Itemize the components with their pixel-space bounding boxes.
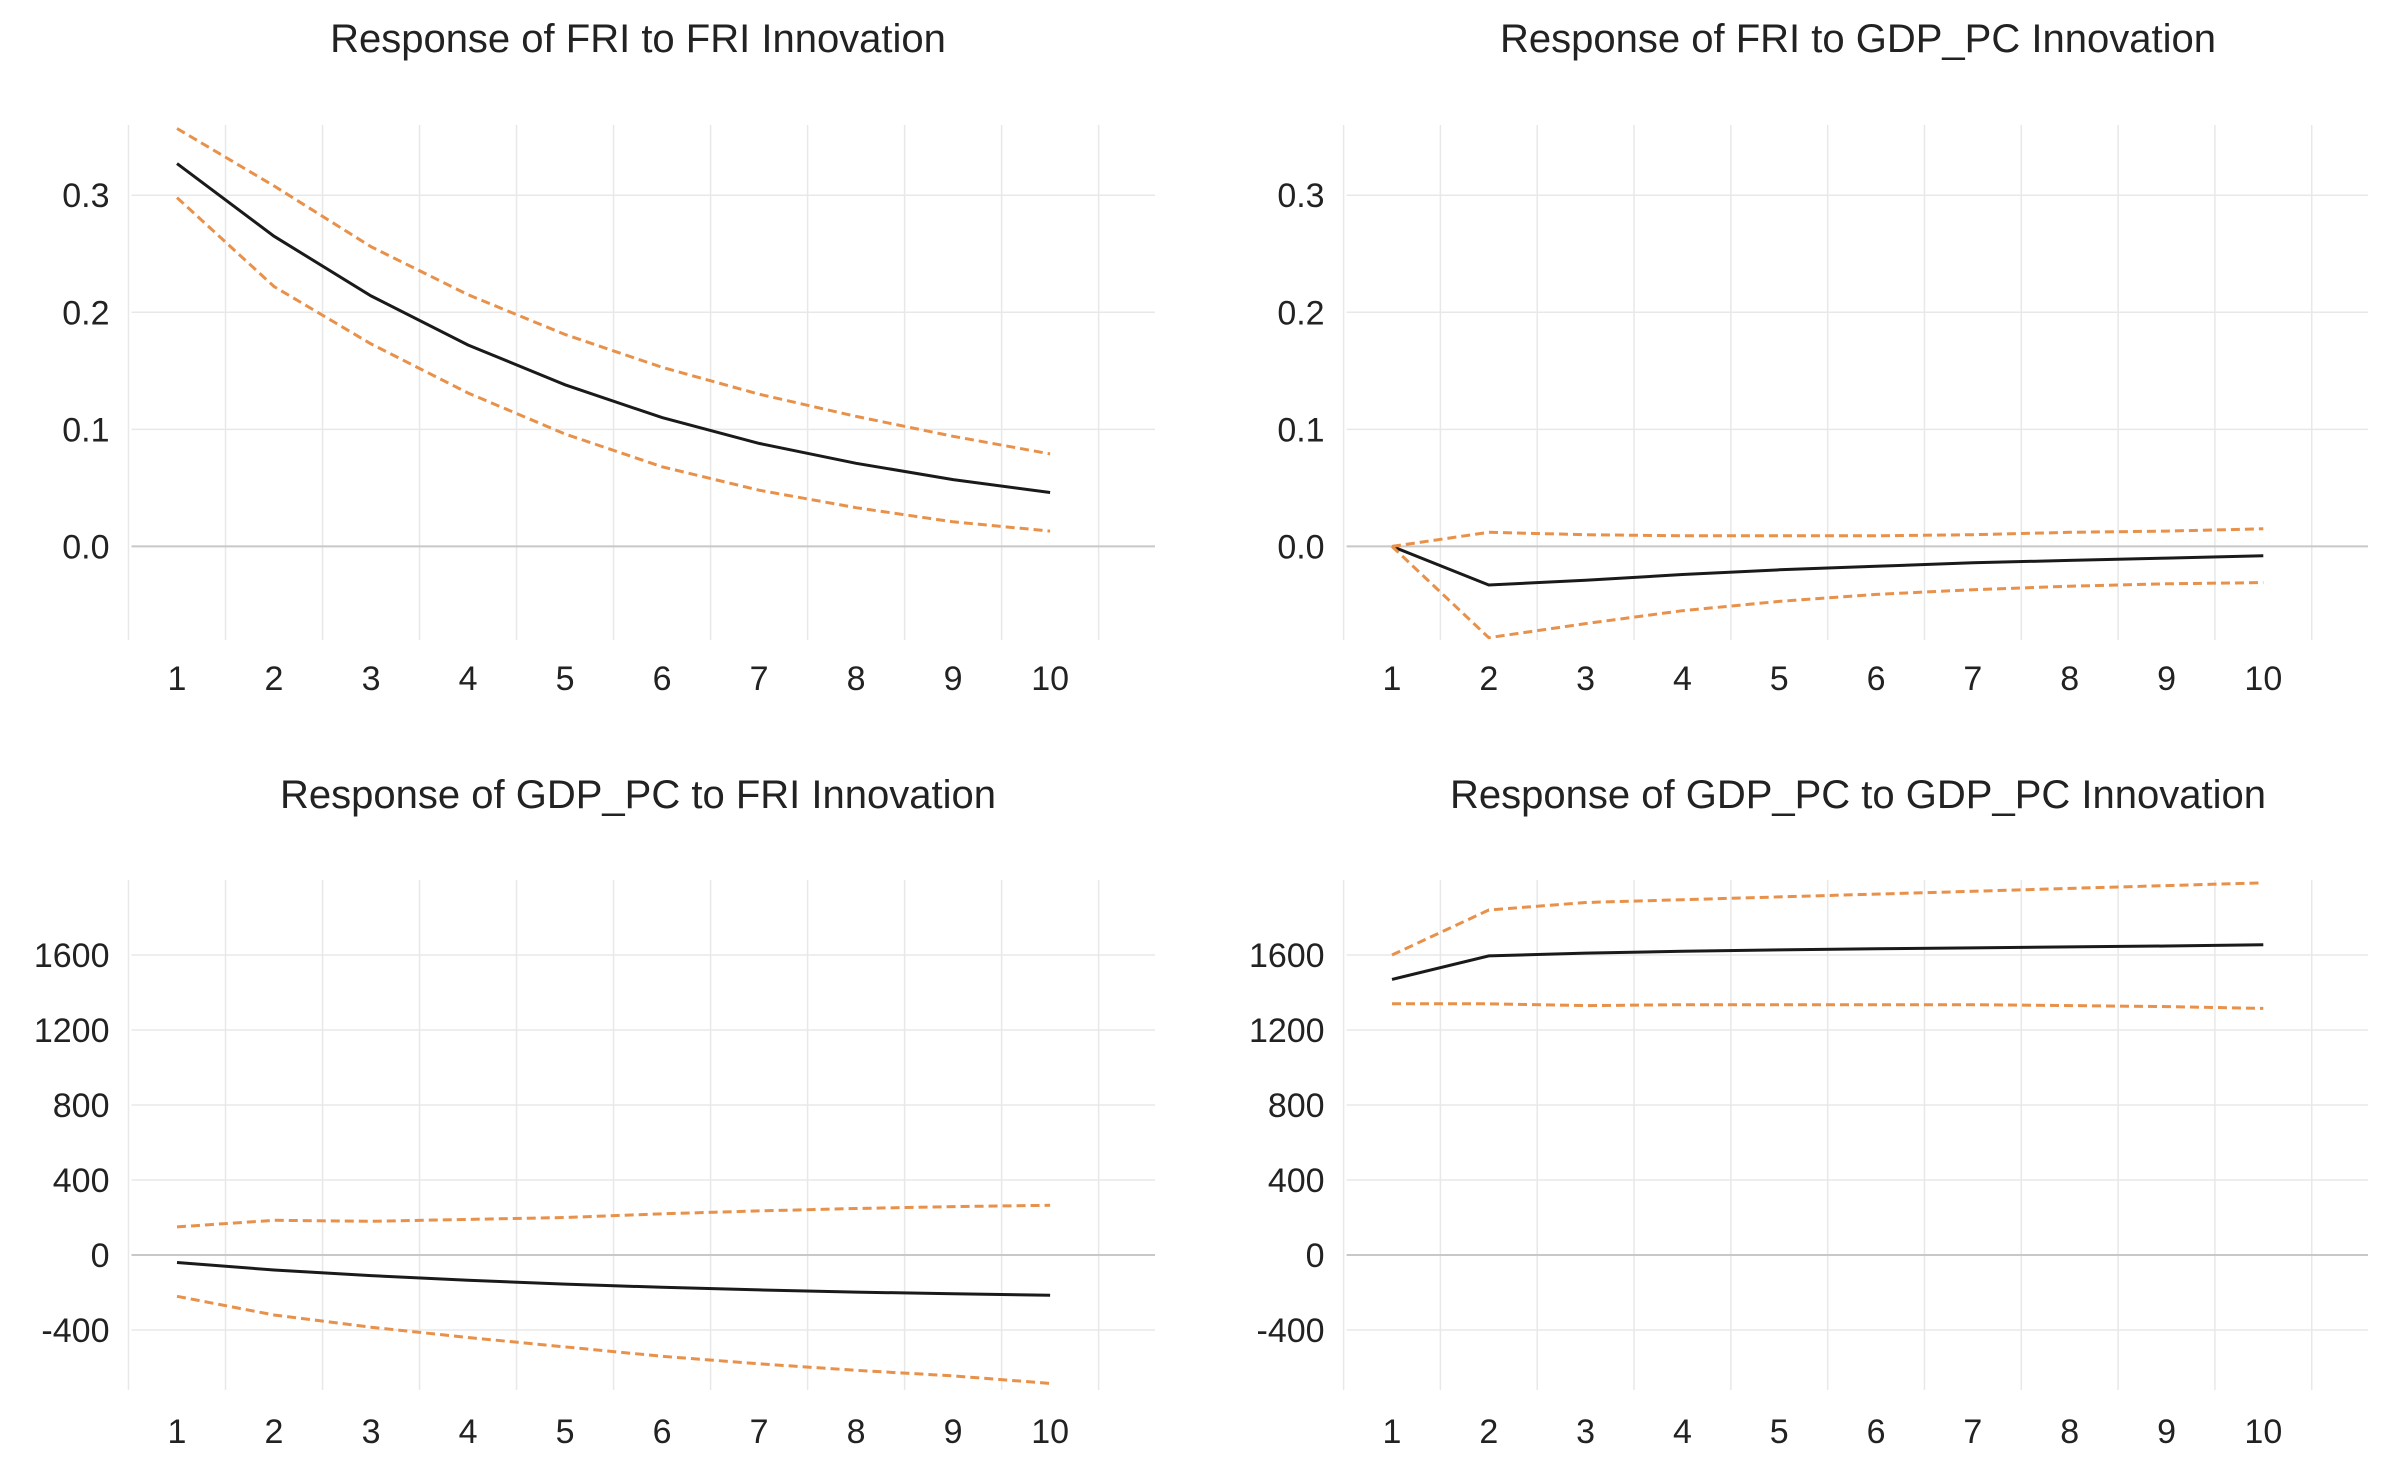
y-tick-label: -400 — [41, 1312, 109, 1350]
x-tick-label: 8 — [2060, 1413, 2079, 1451]
x-tick-label: 7 — [1963, 660, 1982, 698]
x-tick-label: 4 — [1673, 1413, 1692, 1451]
series-line-lower — [175, 196, 1051, 533]
x-tick-label: 6 — [1867, 1413, 1886, 1451]
x-tick-label: 7 — [1963, 1413, 1982, 1451]
series-line-response — [1391, 943, 2264, 981]
series-line-lower — [1392, 1002, 2264, 1010]
y-tick-label: -400 — [1257, 1312, 1325, 1350]
x-tick-label: 9 — [944, 1413, 963, 1451]
y-tick-label: 1600 — [1249, 937, 1325, 975]
y-tick-label: 400 — [53, 1162, 110, 1200]
y-tick-label: 1200 — [34, 1012, 110, 1050]
chart-title: Response of GDP_PC to FRI Innovation — [280, 773, 996, 817]
chart-title: Response of GDP_PC to GDP_PC Innovation — [1450, 773, 2266, 817]
y-tick-label: 0.1 — [1277, 411, 1324, 449]
chart-panel-3: -400 0 400 800 1200 1600 1 2 3 4 5 6 7 8 9 10 Response o… — [34, 773, 1155, 1451]
x-tick-label: 7 — [750, 1413, 769, 1451]
x-tick-label: 9 — [2157, 1413, 2176, 1451]
x-tick-label: 5 — [556, 1413, 575, 1451]
chart-panel-1: 0.0 0.1 0.2 0.3 1 2 3 4 5 6 7 8 9 10 Response of FRI t… — [62, 17, 1155, 698]
series-line-response — [176, 162, 1051, 494]
x-tick-label: 5 — [556, 660, 575, 698]
x-tick-label: 9 — [2157, 660, 2176, 698]
series-line-upper — [176, 1203, 1051, 1229]
x-tick-label: 8 — [847, 660, 866, 698]
x-tick-label: 3 — [1576, 1413, 1595, 1451]
y-tick-label: 0 — [91, 1237, 110, 1275]
x-tick-label: 6 — [653, 1413, 672, 1451]
x-tick-label: 10 — [2244, 1413, 2282, 1451]
x-tick-label: 7 — [750, 660, 769, 698]
series-line-upper — [1391, 881, 2264, 957]
y-tick-label: 0 — [1306, 1237, 1325, 1275]
x-tick-label: 8 — [847, 1413, 866, 1451]
x-tick-label: 10 — [1031, 1413, 1069, 1451]
chart-title: Response of FRI to FRI Innovation — [330, 17, 946, 61]
x-tick-label: 6 — [1867, 660, 1886, 698]
x-tick-label: 10 — [1031, 660, 1069, 698]
x-tick-label: 2 — [265, 1413, 284, 1451]
y-tick-label: 0.0 — [1277, 528, 1324, 566]
series-line-upper — [1391, 527, 2264, 548]
y-tick-label: 0.2 — [62, 294, 109, 332]
series-line-lower — [176, 1294, 1051, 1385]
x-tick-label: 1 — [1383, 660, 1402, 698]
x-tick-label: 8 — [2060, 660, 2079, 698]
x-tick-label: 2 — [1479, 1413, 1498, 1451]
y-tick-label: 400 — [1268, 1162, 1325, 1200]
x-tick-label: 4 — [459, 660, 478, 698]
chart-panel-4: -400 0 400 800 1200 1600 1 2 3 4 5 6 7 8 9 10 Response o… — [1249, 773, 2368, 1451]
y-tick-label: 0.3 — [62, 177, 109, 215]
y-tick-label: 800 — [53, 1087, 110, 1125]
x-tick-label: 2 — [1479, 660, 1498, 698]
y-tick-label: 0.1 — [62, 411, 109, 449]
x-tick-label: 1 — [1383, 1413, 1402, 1451]
chart-panel-2: 0.0 0.1 0.2 0.3 1 2 3 4 5 6 7 8 9 10 Response of FRI t… — [1277, 17, 2368, 698]
series-line-response — [176, 1261, 1051, 1297]
x-tick-label: 3 — [362, 1413, 381, 1451]
series-line-upper — [176, 127, 1051, 456]
x-tick-label: 4 — [459, 1413, 478, 1451]
x-tick-label: 1 — [168, 1413, 187, 1451]
x-tick-label: 9 — [944, 660, 963, 698]
y-tick-label: 1600 — [34, 937, 110, 975]
x-tick-label: 3 — [1576, 660, 1595, 698]
y-tick-label: 0.0 — [62, 528, 109, 566]
y-tick-label: 800 — [1268, 1087, 1325, 1125]
series-line-response — [1391, 545, 2264, 587]
x-tick-label: 4 — [1673, 660, 1692, 698]
x-tick-label: 5 — [1770, 660, 1789, 698]
x-tick-label: 1 — [168, 660, 187, 698]
y-tick-label: 0.2 — [1277, 294, 1324, 332]
chart-title: Response of FRI to GDP_PC Innovation — [1500, 17, 2216, 61]
x-tick-label: 6 — [653, 660, 672, 698]
y-tick-label: 0.3 — [1277, 177, 1324, 215]
x-tick-label: 10 — [2244, 660, 2282, 698]
y-tick-label: 1200 — [1249, 1012, 1325, 1050]
x-tick-label: 5 — [1770, 1413, 1789, 1451]
x-tick-label: 3 — [362, 660, 381, 698]
x-tick-label: 2 — [265, 660, 284, 698]
